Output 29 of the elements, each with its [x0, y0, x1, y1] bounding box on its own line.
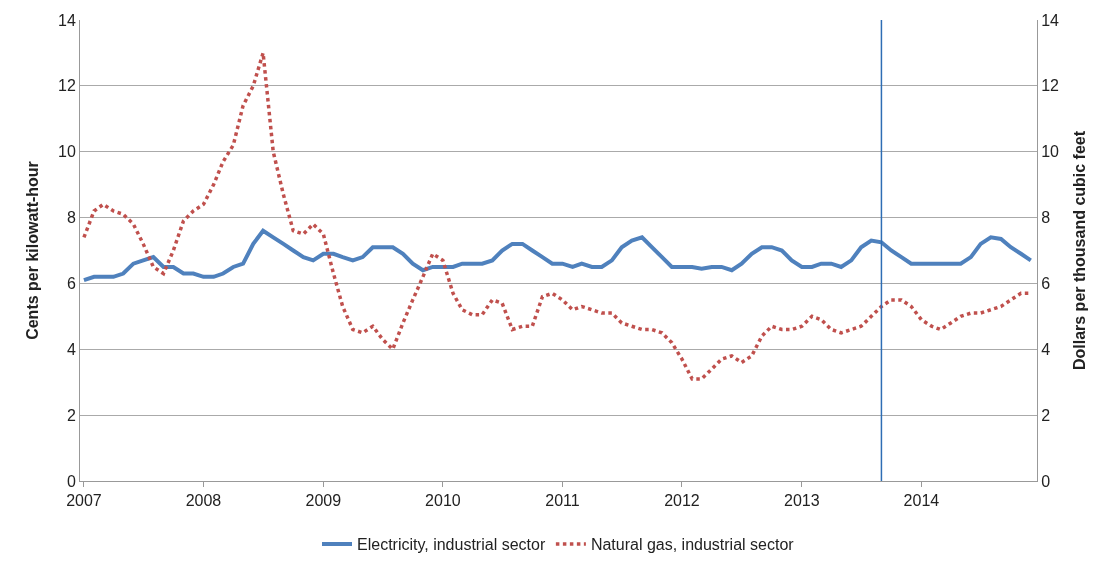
x-tick-label: 2009 — [305, 492, 342, 510]
x-tick-label: 2008 — [185, 492, 222, 510]
y-tick-label: 4 — [66, 340, 76, 358]
x-tick-label: 2010 — [425, 492, 461, 510]
x-tick-label: 2013 — [784, 492, 820, 510]
y-tick-label: 10 — [58, 143, 76, 161]
y2-axis-title: Dollars per thousand cubic feet — [1070, 130, 1088, 371]
y2-tick-label: 12 — [1041, 77, 1060, 95]
x-tick-label: 2014 — [903, 492, 940, 510]
y-tick-label: 8 — [66, 209, 76, 227]
legend-label: Electricity, industrial sector — [357, 536, 546, 554]
y2-tick-label: 4 — [1041, 340, 1051, 358]
line-series — [81, 228, 1033, 283]
legend-label: Natural gas, industrial sector — [590, 536, 795, 554]
y-tick-label: 0 — [66, 472, 76, 490]
x-tick-label: 2007 — [66, 492, 102, 510]
x-tick-label: 2012 — [664, 492, 700, 510]
x-tick-label: 2011 — [545, 492, 580, 510]
y2-tick-label: 6 — [1041, 275, 1051, 293]
y-tick-label: 2 — [66, 406, 76, 424]
y2-tick-label: 2 — [1041, 406, 1051, 424]
y2-tick-label: 10 — [1041, 143, 1060, 161]
y2-tick-label: 0 — [1041, 472, 1051, 490]
y-tick-label: 12 — [58, 77, 76, 95]
y-tick-label: 6 — [66, 275, 76, 293]
y-tick-label: 14 — [58, 11, 76, 29]
y-axis-title: Cents per kilowatt-hour — [23, 161, 41, 340]
y2-tick-label: 8 — [1041, 209, 1051, 227]
y2-tick-label: 14 — [1041, 11, 1060, 29]
